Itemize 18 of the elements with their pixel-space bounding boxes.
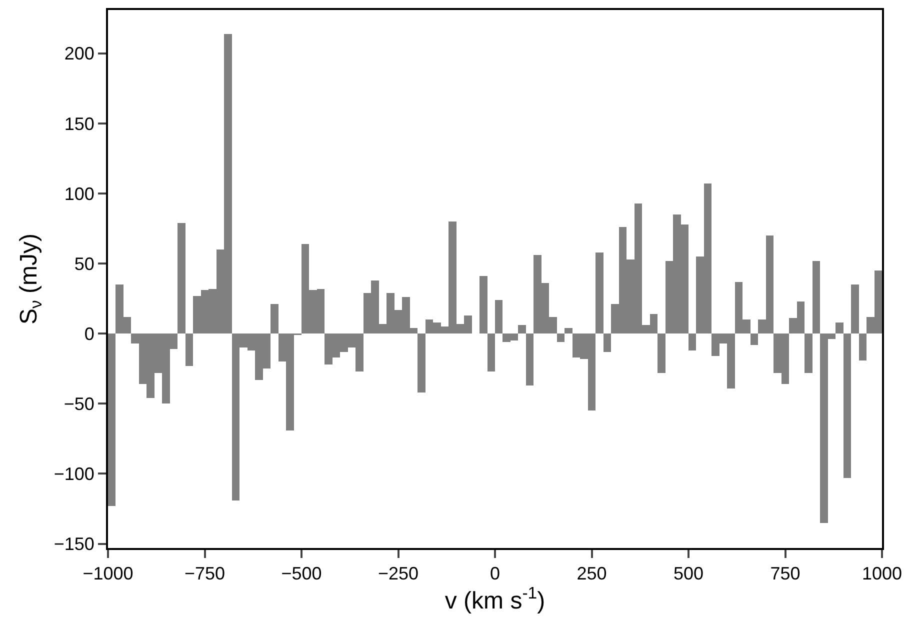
x-tick-label: −250 bbox=[378, 564, 419, 584]
y-tick-label: 200 bbox=[64, 44, 94, 64]
y-tick-label: −50 bbox=[64, 394, 94, 414]
y-tick-label: 100 bbox=[64, 184, 94, 204]
x-tick-label: 250 bbox=[576, 564, 607, 584]
x-tick-label: 1000 bbox=[862, 564, 902, 584]
x-axis-title: v (km s$^{-1}$) bbox=[444, 584, 546, 615]
x-tick-label: −1000 bbox=[82, 564, 134, 584]
y-tick-label: 0 bbox=[84, 324, 94, 344]
x-tick-label: 0 bbox=[490, 564, 500, 584]
x-tick-label: 750 bbox=[770, 564, 800, 584]
y-tick-label: 150 bbox=[64, 114, 94, 134]
y-tick-label: −150 bbox=[54, 534, 94, 554]
y-tick-label: −100 bbox=[54, 464, 94, 484]
y-tick-label: 50 bbox=[74, 254, 94, 274]
x-tick-label: −750 bbox=[184, 564, 226, 584]
x-tick-label: 500 bbox=[673, 564, 704, 584]
x-tick-label: −500 bbox=[281, 564, 322, 584]
